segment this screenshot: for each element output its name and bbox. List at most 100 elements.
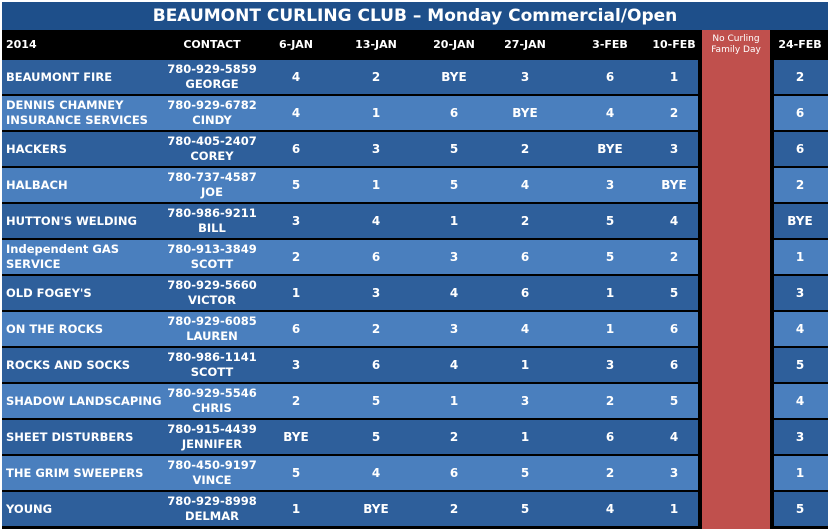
header-year: 2014 <box>6 38 37 51</box>
sheet-assignment: 4 <box>449 358 459 372</box>
sheet-assignment: BYE <box>283 430 309 444</box>
contact-phone: 780-929-5546 <box>167 386 257 400</box>
sheet-assignment: 3 <box>291 214 301 228</box>
sheet-assignment: 3 <box>371 142 381 156</box>
contact-name: JOE <box>201 185 223 199</box>
table-row: SHEET DISTURBERS 780-915-4439 JENNIFER BYE 5… <box>2 420 828 454</box>
sheet-assignment: 6 <box>669 322 679 336</box>
table-row: BEAUMONT FIRE 780-929-5859 GEORGE 4 2 BYE 3 6 1 2 <box>2 60 828 94</box>
sheet-assignment: 5 <box>605 214 615 228</box>
contact-name: CINDY <box>192 113 232 127</box>
sheet-assignment: 2 <box>520 142 530 156</box>
contact-cell: 780-405-2407 COREY <box>162 132 262 166</box>
team-name: SHEET DISTURBERS <box>6 429 134 444</box>
contact-cell: 780-929-5660 VICTOR <box>162 276 262 310</box>
sheet-assignment: 1 <box>520 358 530 372</box>
team-name: BEAUMONT FIRE <box>6 69 113 84</box>
contact-phone: 780-405-2407 <box>167 134 257 148</box>
sheet-assignment: 3 <box>520 70 530 84</box>
sheet-assignment: 2 <box>291 394 301 408</box>
sheet-assignment: 1 <box>605 286 615 300</box>
contact-phone: 780-929-5660 <box>167 278 257 292</box>
contact-cell: 780-737-4587 JOE <box>162 168 262 202</box>
sheet-assignment: 1 <box>520 430 530 444</box>
sheet-assignment: 5 <box>449 178 459 192</box>
contact-cell: 780-929-5546 CHRIS <box>162 384 262 418</box>
sheet-assignment: 5 <box>520 502 530 516</box>
sheet-assignment: 5 <box>291 178 301 192</box>
sheet-assignment: 3 <box>449 322 459 336</box>
sheet-assignment: 6 <box>605 70 615 84</box>
sheet-assignment-last: 4 <box>795 394 805 408</box>
sheet-assignment: 4 <box>520 322 530 336</box>
sheet-assignment: 2 <box>605 394 615 408</box>
table-row: ON THE ROCKS 780-929-6085 LAUREN 6 2 3 4 1 6 4 <box>2 312 828 346</box>
contact-name: DELMAR <box>185 509 239 523</box>
no-curling-column <box>702 30 770 529</box>
sheet-assignment: 6 <box>371 250 381 264</box>
sheet-assignment: 1 <box>669 70 679 84</box>
column-gap-right <box>770 30 774 529</box>
contact-cell: 780-929-6085 LAUREN <box>162 312 262 346</box>
sheet-assignment-last: 6 <box>795 106 805 120</box>
team-name: THE GRIM SWEEPERS <box>6 465 144 480</box>
sheet-assignment: 1 <box>449 214 459 228</box>
sheet-assignment-last: BYE <box>787 214 813 228</box>
sheet-assignment: BYE <box>512 106 538 120</box>
contact-cell: 780-986-1141 SCOTT <box>162 348 262 382</box>
sheet-assignment: 4 <box>449 286 459 300</box>
contact-cell: 780-986-9211 BILL <box>162 204 262 238</box>
table-row: HACKERS 780-405-2407 COREY 6 3 5 2 BYE 3 6 <box>2 132 828 166</box>
sheet-assignment: 4 <box>291 70 301 84</box>
sheet-assignment: 1 <box>669 502 679 516</box>
sheet-assignment: 5 <box>291 466 301 480</box>
header-week-4: 27-JAN <box>504 38 546 51</box>
sheet-assignment-last: 2 <box>795 178 805 192</box>
contact-name: SCOTT <box>190 365 234 379</box>
sheet-assignment: 6 <box>605 430 615 444</box>
header-contact: CONTACT <box>183 38 241 51</box>
team-name: HUTTON'S WELDING <box>6 213 137 228</box>
sheet-assignment: 5 <box>605 250 615 264</box>
table-row: OLD FOGEY'S 780-929-5660 VICTOR 1 3 4 6 1 5 3 <box>2 276 828 310</box>
contact-cell: 780-929-5859 GEORGE <box>162 60 262 94</box>
team-name: SHADOW LANDSCAPING <box>6 393 162 408</box>
sheet-assignment: 3 <box>669 466 679 480</box>
sheet-assignment: 6 <box>449 106 459 120</box>
sheet-title: BEAUMONT CURLING CLUB – Monday Commercia… <box>2 2 828 30</box>
sheet-assignment: 4 <box>605 502 615 516</box>
team-name: HACKERS <box>6 141 67 156</box>
table-row: HALBACH 780-737-4587 JOE 5 1 5 4 3 BYE 2 <box>2 168 828 202</box>
contact-name: CHRIS <box>192 401 232 415</box>
header-week-1: 6-JAN <box>278 38 314 51</box>
sheet-assignment: 2 <box>669 106 679 120</box>
contact-name: VICTOR <box>187 293 237 307</box>
header-row: 2014 CONTACT 6-JAN 13-JAN 20-JAN 27-JAN … <box>2 30 828 60</box>
sheet-assignment: 2 <box>449 430 459 444</box>
sheet-assignment-last: 6 <box>795 142 805 156</box>
sheet-assignment: 6 <box>291 322 301 336</box>
sheet-assignment: 1 <box>371 178 381 192</box>
sheet-assignment: 3 <box>669 142 679 156</box>
table-row: Independent GAS SERVICE 780-913-3849 SCOTT… <box>2 240 828 274</box>
header-week-3: 20-JAN <box>433 38 475 51</box>
sheet-assignment: BYE <box>661 178 687 192</box>
team-name: YOUNG <box>6 501 53 516</box>
sheet-assignment: 2 <box>371 70 381 84</box>
sheet-assignment: BYE <box>597 142 623 156</box>
contact-name: GEORGE <box>185 77 239 91</box>
contact-cell: 780-915-4439 JENNIFER <box>162 420 262 454</box>
team-name: Independent GAS SERVICE <box>6 242 120 271</box>
sheet-assignment: 6 <box>520 286 530 300</box>
table-row: SHADOW LANDSCAPING 780-929-5546 CHRIS 2 5 1 3 2… <box>2 384 828 418</box>
sheet-assignment: 1 <box>291 502 301 516</box>
sheet-assignment: 4 <box>291 106 301 120</box>
header-last-week: 24-FEB <box>778 38 822 51</box>
sheet-assignment: 6 <box>449 466 459 480</box>
sheet-assignment: 4 <box>605 106 615 120</box>
sheet-assignment: 6 <box>291 142 301 156</box>
sheet-assignment: 4 <box>520 178 530 192</box>
header-week-2: 13-JAN <box>355 38 397 51</box>
sheet-assignment-last: 1 <box>795 466 805 480</box>
contact-cell: 780-450-9197 VINCE <box>162 456 262 490</box>
